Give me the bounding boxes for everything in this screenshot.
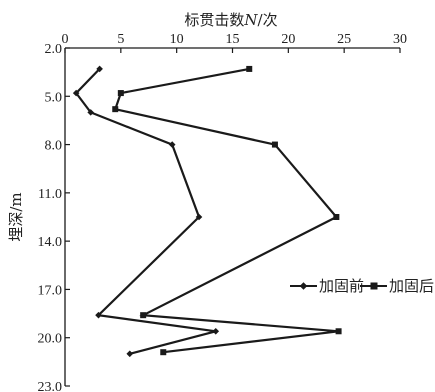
y-tick-label-5: 17.0 (38, 283, 63, 298)
x-axis-title-variable: N (243, 11, 258, 29)
series-1-point-7 (160, 349, 167, 356)
y-axis-ticks: 2.0 5.0 8.0 11.0 14.0 17.0 20.0 23.0 (38, 42, 70, 392)
x-axis-ticks: 0 5 10 15 20 25 30 (62, 32, 407, 53)
legend-item-after: 加固后 (360, 277, 434, 295)
x-tick-label-3: 15 (226, 32, 240, 47)
legend-square-marker (370, 282, 378, 290)
y-tick-label-3: 11.0 (38, 187, 62, 202)
series-0-point-2 (87, 109, 94, 116)
y-tick-label-0: 2.0 (45, 42, 63, 57)
y-tick-label-4: 14.0 (38, 235, 63, 250)
y-tick-label-2: 8.0 (45, 139, 63, 154)
y-tick-label-1: 5.0 (45, 90, 63, 105)
x-tick-label-6: 30 (393, 32, 407, 47)
series-0-point-5 (95, 311, 102, 319)
series-0-point-0 (96, 65, 103, 73)
series-0-point-1 (72, 89, 80, 97)
series-1-point-0 (246, 65, 253, 72)
x-axis-title: 标贯击数N/次 (184, 11, 277, 29)
series-1-point-3 (271, 141, 278, 148)
series-1-point-1 (117, 90, 124, 97)
legend-diamond-marker (299, 282, 308, 290)
legend-label-before: 加固前 (319, 277, 364, 295)
series-0-point-7 (126, 350, 134, 358)
series-1-point-4 (333, 214, 340, 220)
y-tick-label-6: 20.0 (38, 332, 63, 347)
series-0-point-4 (195, 213, 203, 221)
series-1-point-6 (335, 328, 342, 335)
x-tick-label-0: 0 (62, 32, 69, 47)
legend-label-after: 加固后 (389, 277, 434, 295)
series-1-point-2 (112, 106, 119, 113)
series-layer (72, 65, 342, 358)
x-tick-label-1: 5 (117, 32, 124, 47)
series-1-point-5 (140, 312, 147, 319)
x-tick-label-2: 10 (170, 32, 184, 47)
x-tick-label-5: 25 (337, 32, 351, 47)
legend-item-before: 加固前 (290, 277, 364, 295)
series-line-0 (74, 68, 217, 355)
series-0-point-3 (168, 141, 176, 148)
y-axis-title: 埋深/m (7, 192, 25, 241)
x-tick-label-4: 20 (281, 32, 295, 47)
x-axis-title-prefix: 标贯击数 (184, 11, 244, 29)
y-tick-label-7: 23.0 (38, 380, 63, 392)
series-line-1 (113, 67, 339, 354)
legend: 加固前 加固后 (290, 277, 434, 295)
x-axis-title-suffix: /次 (258, 11, 278, 29)
series-0-point-6 (212, 327, 220, 335)
